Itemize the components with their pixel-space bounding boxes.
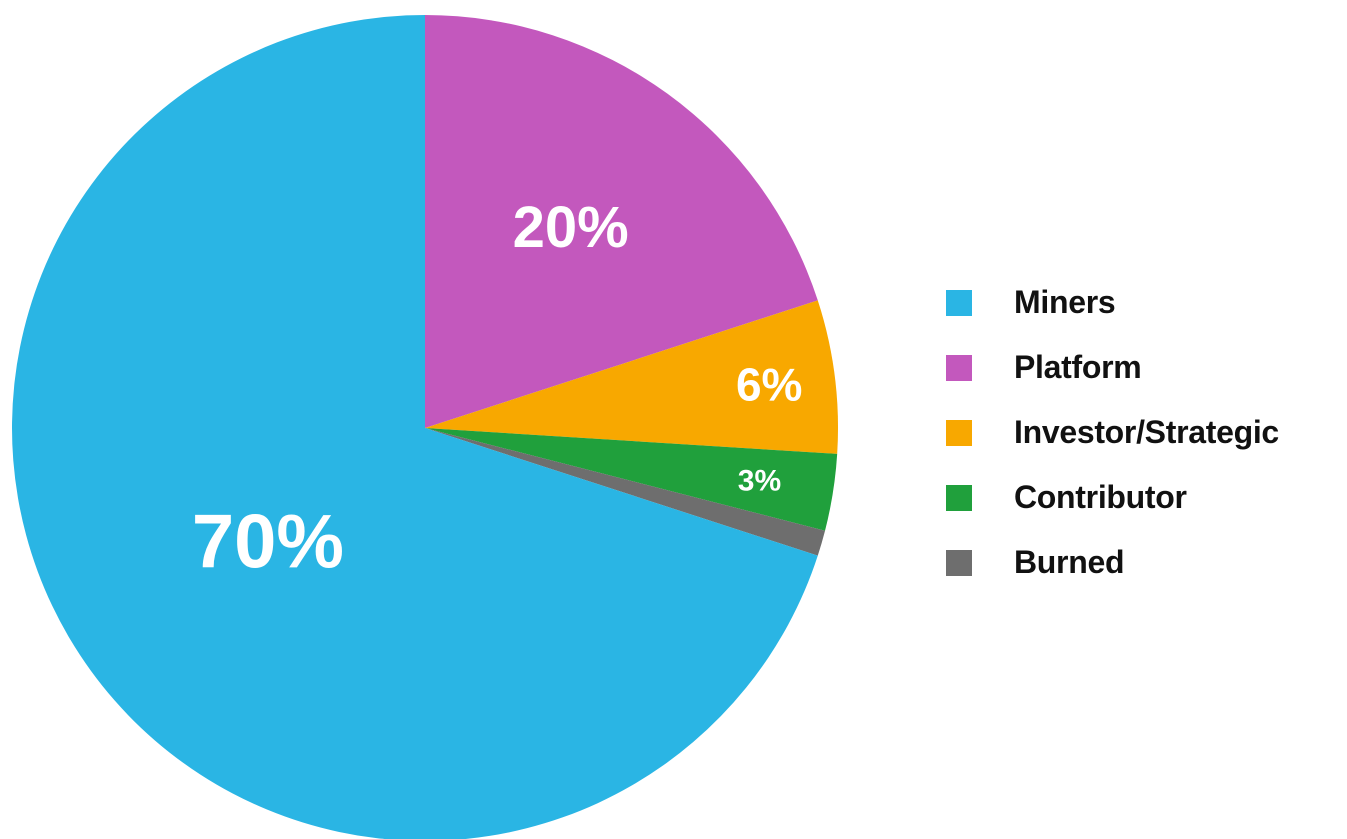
legend-item-investor-strategic: Investor/Strategic	[946, 400, 1346, 465]
legend-item-burned: Burned	[946, 530, 1346, 595]
pie-slice-investor-strategic	[425, 300, 838, 454]
pie-slice-burned	[425, 428, 826, 556]
pie-slice-miners	[12, 15, 818, 839]
pie-label-contributor: 3%	[738, 464, 781, 497]
pie-label-investor-strategic: 6%	[736, 359, 802, 411]
legend-item-contributor: Contributor	[946, 465, 1346, 530]
legend-swatch-platform	[946, 354, 972, 381]
legend-item-miners: Miners	[946, 270, 1346, 335]
legend-label-investor-strategic: Investor/Strategic	[1014, 414, 1279, 450]
legend-swatch-miners	[946, 289, 972, 316]
legend-swatch-investor-strategic	[946, 419, 972, 446]
legend-swatch-burned	[946, 549, 972, 576]
legend-label-platform: Platform	[1014, 349, 1142, 385]
pie-label-miners: 70%	[192, 500, 344, 585]
pie-label-platform: 20%	[513, 195, 629, 260]
legend-swatch-contributor	[946, 484, 972, 511]
chart-legend: Miners Platform Investor/Strategic Contr…	[946, 270, 1346, 595]
legend-label-burned: Burned	[1014, 544, 1125, 580]
legend-label-contributor: Contributor	[1014, 479, 1187, 515]
legend-label-miners: Miners	[1014, 284, 1116, 320]
pie-slice-platform	[425, 15, 818, 428]
legend-item-platform: Platform	[946, 335, 1346, 400]
pie-slice-contributor	[425, 428, 838, 531]
